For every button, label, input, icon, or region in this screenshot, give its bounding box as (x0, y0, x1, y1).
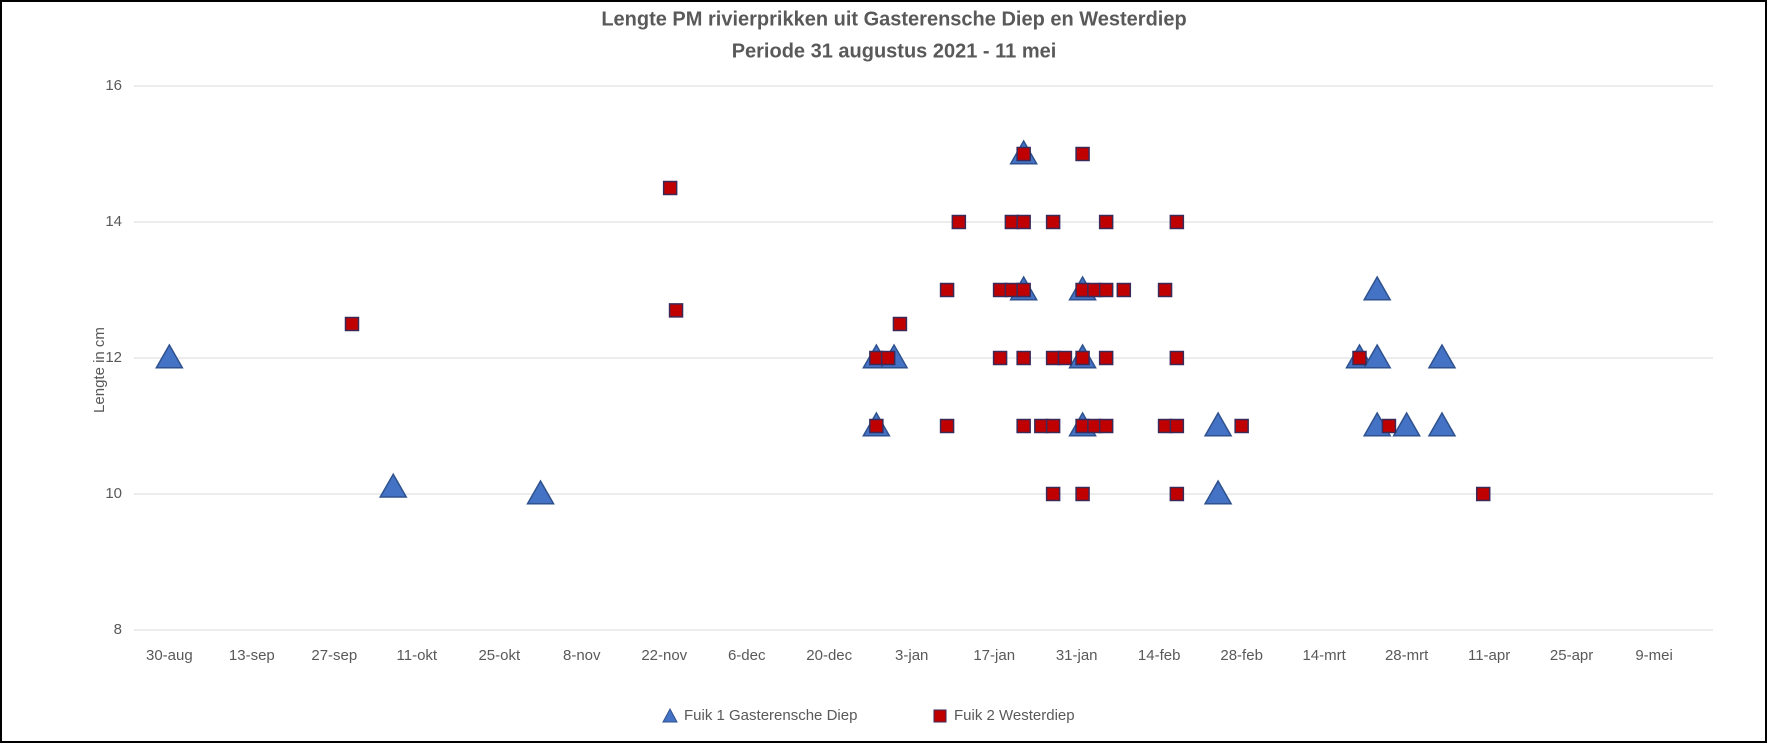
y-tick-label: 8 (114, 621, 122, 638)
data-point (155, 343, 184, 369)
legend-marker (662, 707, 678, 723)
y-tick-label: 14 (105, 213, 122, 230)
data-point (1381, 418, 1397, 434)
data-point (1427, 343, 1457, 369)
data-point (951, 214, 967, 230)
x-tick-label: 30-aug (146, 647, 193, 664)
data-point (1098, 418, 1114, 434)
x-tick-label: 22-nov (641, 647, 687, 664)
x-tick-label: 25-apr (1550, 647, 1593, 664)
data-point (1098, 282, 1114, 298)
x-tick-label: 27-sep (311, 647, 357, 664)
legend-marker (933, 709, 947, 723)
x-tick-label: 8-nov (563, 647, 601, 664)
data-point (1169, 350, 1185, 366)
x-tick-label: 28-feb (1220, 647, 1263, 664)
legend-label: Fuik 1 Gasterensche Diep (684, 707, 857, 724)
y-axis-label: Lengte in cm (91, 327, 108, 413)
data-point (939, 418, 955, 434)
data-point (1169, 214, 1185, 230)
data-point (1016, 214, 1031, 230)
data-point (1057, 350, 1073, 366)
x-tick-label: 11-apr (1468, 647, 1510, 664)
data-point (1016, 350, 1031, 366)
data-point (1045, 214, 1061, 230)
data-point (939, 282, 955, 298)
legend-label: Fuik 2 Westerdiep (954, 707, 1075, 724)
x-tick-label: 3-jan (895, 647, 928, 664)
x-tick-label: 13-sep (229, 647, 275, 664)
x-tick-label: 31-jan (1056, 647, 1098, 664)
data-point (1203, 411, 1233, 437)
data-point (1098, 214, 1114, 230)
data-point (992, 350, 1008, 366)
data-point (1392, 411, 1421, 437)
data-point (1475, 486, 1491, 502)
data-point (1169, 486, 1185, 502)
data-point (1075, 486, 1090, 502)
data-point (1362, 343, 1392, 369)
x-tick-label: 11-okt (397, 647, 438, 664)
x-tick-label: 17-jan (973, 647, 1015, 664)
data-point (662, 180, 678, 196)
x-tick-label: 9-mei (1635, 647, 1673, 664)
chart-subtitle: Periode 31 augustus 2021 - 11 mei (732, 40, 1057, 62)
data-point (892, 316, 908, 332)
y-tick-label: 12 (105, 349, 122, 366)
data-point (1234, 418, 1249, 434)
x-tick-label: 14-feb (1138, 647, 1181, 664)
data-point (378, 472, 408, 498)
data-point (526, 479, 555, 505)
data-point (1362, 275, 1392, 301)
data-point (344, 316, 360, 332)
data-point (1169, 418, 1185, 434)
data-point (1157, 282, 1173, 298)
data-point (869, 418, 884, 434)
data-point (1045, 418, 1061, 434)
data-point (1016, 282, 1031, 298)
data-point (1352, 350, 1367, 366)
data-point (668, 303, 684, 318)
data-point (1075, 146, 1090, 162)
x-tick-label: 28-mrt (1385, 647, 1429, 664)
x-tick-label: 6-dec (728, 647, 766, 664)
data-point (1203, 479, 1233, 505)
data-point (880, 350, 896, 366)
data-point (1045, 486, 1061, 502)
x-tick-label: 25-okt (478, 647, 521, 664)
y-tick-label: 10 (105, 485, 122, 502)
data-point (1016, 146, 1031, 162)
data-point (1075, 350, 1090, 366)
chart-title: Lengte PM rivierprikken uit Gasterensche… (601, 8, 1186, 30)
data-point (1116, 282, 1132, 298)
y-tick-label: 16 (105, 77, 122, 94)
x-tick-label: 20-dec (806, 647, 852, 664)
data-point (1427, 411, 1457, 437)
data-point (1016, 418, 1031, 434)
data-point (1098, 350, 1114, 366)
x-tick-label: 14-mrt (1302, 647, 1346, 664)
